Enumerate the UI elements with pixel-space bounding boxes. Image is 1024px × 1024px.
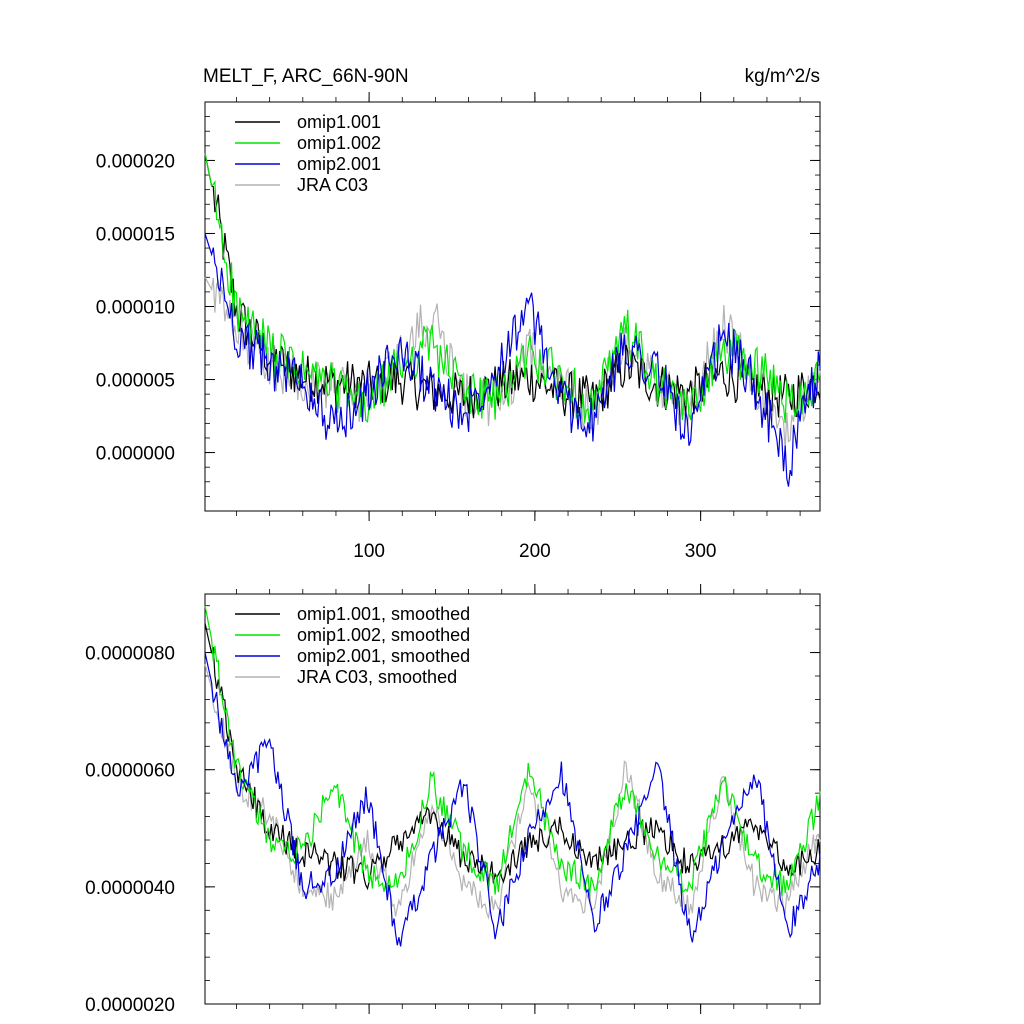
bottom-series-line (204, 605, 821, 897)
top-y-tick-label: 0.000000 (96, 444, 175, 465)
top-x-tick-label: 100 (353, 541, 385, 562)
bottom-legend-label: omip1.001, smoothed (297, 604, 470, 624)
bottom-axis-ticks: 0.0000020 0.0000040 0.0000060 0.0000080 (85, 584, 820, 1016)
top-legend-label: omip2.001 (297, 154, 381, 174)
top-y-tick-label: 0.000010 (96, 298, 175, 319)
top-y-tick-label: 0.000015 (96, 224, 175, 245)
top-series-line (204, 277, 821, 452)
bottom-y-tick-label: 0.0000060 (85, 761, 175, 782)
top-y-tick-label: 0.000005 (96, 371, 175, 392)
bottom-legend-label: JRA C03, smoothed (297, 667, 457, 687)
top-y-tick-label: 0.000020 (96, 151, 175, 172)
top-x-tick-label: 300 (685, 541, 717, 562)
bottom-legend-label: omip1.002, smoothed (297, 625, 470, 645)
top-panel-title: MELT_F, ARC_66N-90N (203, 66, 409, 87)
bottom-y-tick-label: 0.0000040 (85, 878, 175, 899)
bottom-y-tick-label: 0.0000080 (85, 644, 175, 665)
top-legend-label: omip1.002 (297, 133, 381, 153)
top-panel: MELT_F, ARC_66N-90N kg/m^2/s 0.0000000.0… (96, 66, 821, 562)
bottom-legend-label: omip2.001, smoothed (297, 646, 470, 666)
top-legend-label: omip1.001 (297, 112, 381, 132)
bottom-series-group (204, 605, 821, 947)
top-x-tick-label: 200 (519, 541, 551, 562)
bottom-panel: 0.0000020 0.0000040 0.0000060 0.0000080 omi… (85, 584, 821, 1016)
bottom-y-tick-label: 0.0000020 (85, 995, 175, 1016)
top-panel-units: kg/m^2/s (745, 66, 820, 87)
top-axis-ticks: 0.000000 0.000005 0.000010 0.000015 0.000020… (96, 92, 820, 562)
top-series-group (204, 152, 821, 487)
bottom-series-line (204, 652, 821, 947)
bottom-plot-frame (204, 593, 821, 1005)
top-series-line (204, 233, 821, 487)
bottom-series-line (204, 623, 821, 891)
top-legend-label: JRA C03 (297, 175, 368, 195)
